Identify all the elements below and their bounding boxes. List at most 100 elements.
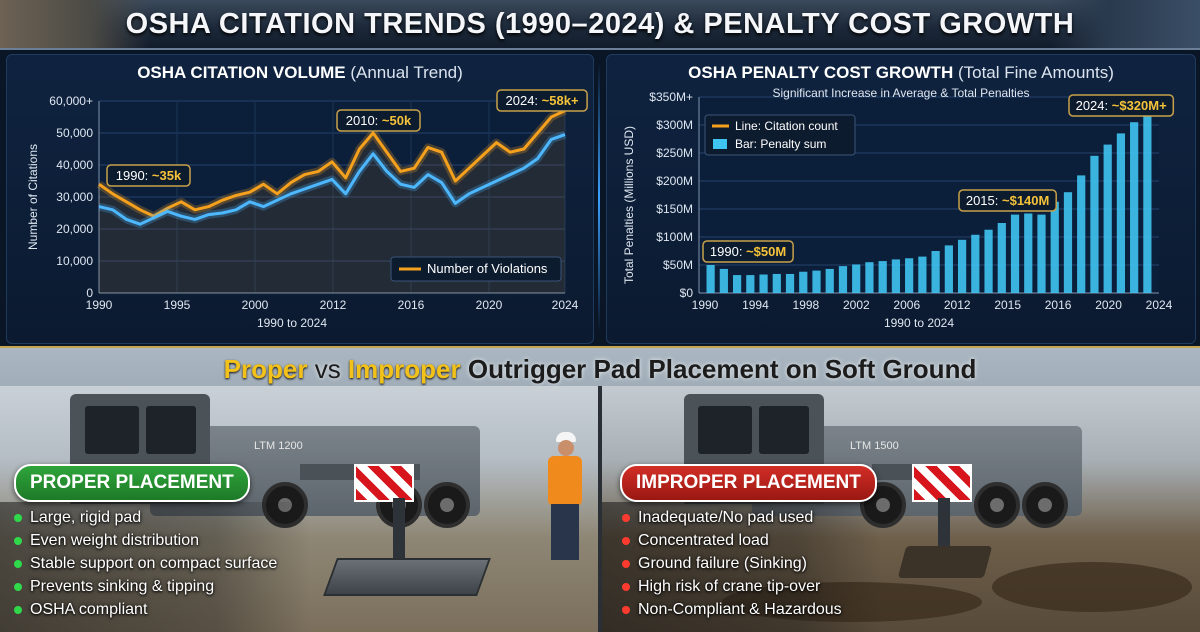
comparison-title-proper: Proper (223, 354, 308, 384)
crane-wheel (424, 482, 470, 528)
callout-2010-box (336, 109, 421, 132)
citation-line-chart: 0 10,000 20,000 30,000 40,000 50,000 60,000+ 19… (26, 89, 588, 330)
penalty-bar (905, 258, 914, 293)
y-tick-label: 50,000 (56, 126, 93, 140)
proper-bullet-text: OSHA compliant (30, 601, 148, 618)
penalty-bar (957, 239, 967, 293)
citation-chart-title: OSHA CITATION VOLUME (Annual Trend) (7, 63, 593, 83)
outrigger-jack (393, 498, 405, 558)
y-tick-label: $150M (656, 202, 693, 216)
green-dot-icon (14, 537, 22, 545)
proper-bullet-text: Even weight distribution (30, 532, 199, 549)
proper-placement-badge: PROPER PLACEMENT (14, 464, 250, 502)
green-dot-icon (14, 606, 22, 614)
callout-2024: 2024: ~$320M+ (1076, 98, 1167, 113)
y-tick-label: 30,000 (56, 190, 93, 204)
penalty-bar (812, 270, 821, 293)
red-dot-icon (622, 560, 630, 568)
improper-bullet-text: Inadequate/No pad used (638, 509, 814, 526)
x-tick-label: 1998 (793, 298, 820, 312)
penalty-bar (1116, 133, 1126, 293)
crane-window (146, 406, 196, 454)
callout-1990: 1990: ~$50M (710, 244, 786, 259)
y-tick-label: 10,000 (56, 254, 93, 268)
outrigger-pad-sinking (897, 546, 993, 578)
penalty-bar (746, 275, 755, 293)
penalty-bar (1024, 213, 1033, 293)
penalty-bar (1130, 122, 1139, 293)
callout-2024-box (1068, 94, 1175, 117)
improper-placement-badge: IMPROPER PLACEMENT (620, 464, 877, 502)
penalty-bar (878, 261, 887, 293)
legend-box (704, 114, 856, 156)
header-banner: OSHA CITATION TRENDS (1990–2024) & PENAL… (0, 0, 1200, 50)
callout-1990-box (702, 240, 794, 263)
callout-1990: 1990: ~35k (116, 168, 182, 183)
penalty-bar-chart: $0 $50M $100M $150M $200M $250M $300M $350M+ 199… (622, 90, 1175, 330)
penalty-bar (1050, 201, 1059, 293)
penalty-bar (825, 268, 834, 293)
legend-swatch-bar (713, 139, 727, 149)
x-tick-label: 2012 (944, 298, 971, 312)
y-axis-label: Total Penalties (Millions USD) (622, 126, 636, 284)
violations-line (98, 109, 566, 218)
legend-label-bar: Bar: Penalty sum (735, 137, 826, 151)
legend-box (390, 256, 562, 282)
proper-bullet: Stable support on compact surface (8, 552, 308, 575)
comparison-title-rest: Outrigger Pad Placement on Soft Ground (467, 354, 977, 384)
warning-sign (354, 464, 414, 502)
y-tick-label: $100M (656, 230, 693, 244)
proper-bullet-text: Large, rigid pad (30, 509, 142, 526)
improper-bullet-list: Inadequate/No pad used Concentrated load… (616, 506, 876, 621)
outrigger-jack (938, 498, 950, 550)
callout-2015: 2015: ~$140M (966, 193, 1050, 208)
penalty-chart-title: OSHA PENALTY COST GROWTH (Total Fine Amo… (607, 63, 1195, 83)
mud-puddle (992, 562, 1192, 612)
y-tick-label: $0 (680, 286, 694, 300)
penalty-chart-title-sub: (Total Fine Amounts) (957, 63, 1114, 82)
proper-bullet-list: Large, rigid pad Even weight distributio… (8, 506, 308, 621)
legend-label-line: Line: Citation count (735, 119, 838, 133)
callout-1990-box (106, 164, 191, 187)
legend-label: Number of Violations (427, 261, 548, 276)
outrigger-comparison: Proper vs Improper Outrigger Pad Placeme… (0, 346, 1200, 632)
improper-bullet: High risk of crane tip-over (616, 575, 876, 598)
y-tick-label: 60,000+ (49, 94, 93, 108)
x-tick-label: 2024 (1146, 298, 1173, 312)
x-tick-label: 2006 (893, 298, 920, 312)
penalty-bar (772, 273, 781, 293)
callout-2024-box (496, 89, 588, 112)
green-dot-icon (14, 560, 22, 568)
penalty-bar (1090, 155, 1099, 293)
callout-2024: 2024: ~58k+ (506, 93, 579, 108)
citation-volume-panel: OSHA CITATION VOLUME (Annual Trend) 0 10,… (6, 54, 594, 344)
x-tick-label: 2016 (1045, 298, 1072, 312)
penalty-bar (838, 266, 848, 293)
proper-bullet-text: Stable support on compact surface (30, 555, 278, 572)
proper-bullet: Even weight distribution (8, 529, 308, 552)
photo-divider (598, 386, 602, 632)
proper-bullet: Large, rigid pad (8, 506, 308, 529)
x-tick-label: 2002 (843, 298, 870, 312)
penalty-bar (931, 251, 940, 293)
y-tick-label: 40,000 (56, 158, 93, 172)
penalty-bar (1103, 144, 1112, 293)
green-dot-icon (14, 514, 22, 522)
penalty-bar (971, 234, 980, 293)
penalty-chart-subtitle: Significant Increase in Average & Total … (772, 86, 1030, 100)
improper-bullet-text: Non-Compliant & Hazardous (638, 601, 842, 618)
penalty-bar (944, 245, 953, 293)
y-axis-label: Number of Citations (26, 144, 40, 250)
penalty-bar (719, 268, 728, 293)
red-dot-icon (622, 514, 630, 522)
proper-text-shade (0, 502, 310, 632)
penalty-bar (865, 262, 874, 293)
y-tick-label: $250M (656, 146, 693, 160)
improper-text-shade (602, 502, 882, 632)
outrigger-pad-rigid (323, 558, 491, 596)
penalty-bar (918, 256, 927, 293)
citation-chart-title-main: OSHA CITATION VOLUME (137, 63, 346, 82)
penalty-bar (1037, 214, 1046, 293)
penalty-bar (1143, 113, 1152, 293)
penalty-bar (1063, 192, 1073, 293)
